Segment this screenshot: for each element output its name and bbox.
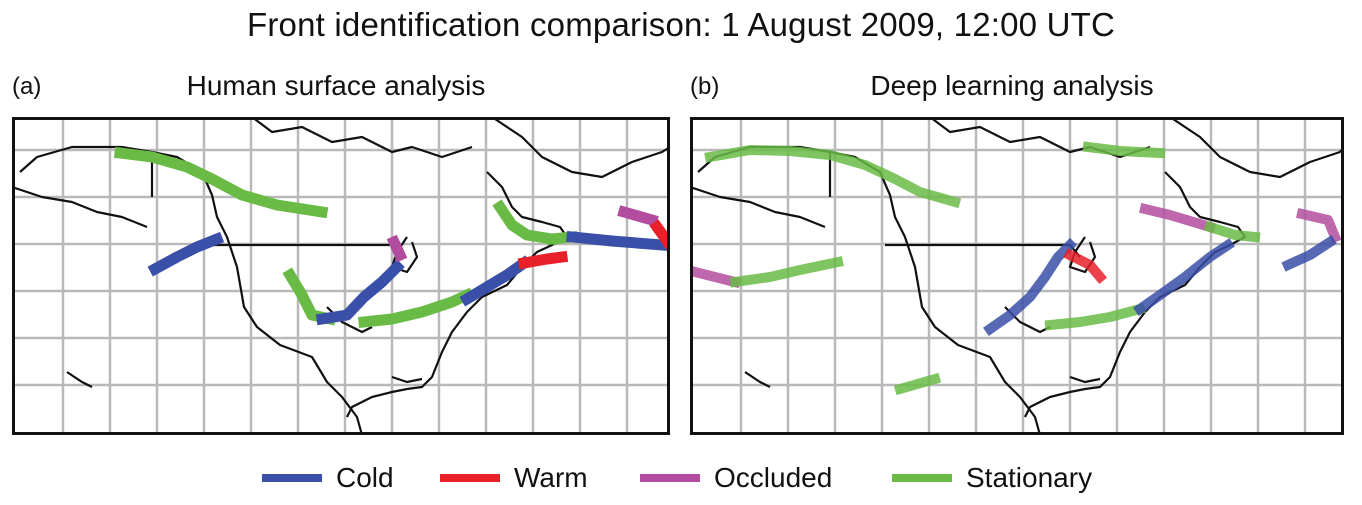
warm-front [1063, 248, 1108, 285]
legend-swatch-cold [262, 474, 322, 482]
occluded-front [1138, 202, 1217, 234]
occluded-front [690, 265, 742, 289]
legend-label-cold: Cold [336, 462, 394, 493]
legend-item-cold: Cold [262, 456, 394, 500]
stationary-front [704, 145, 962, 209]
map-frame [12, 117, 670, 435]
fronts-layer [113, 146, 670, 329]
cold-front [1281, 235, 1337, 272]
cold-front [147, 231, 225, 277]
map-panel-deep-learning-analysis [690, 117, 1344, 435]
stationary-front [282, 267, 337, 326]
occluded-front [1296, 208, 1342, 244]
stationary-front [893, 372, 942, 396]
warm-front [517, 250, 569, 270]
legend-label-occluded: Occluded [714, 462, 833, 493]
stationary-front [357, 287, 475, 329]
panel-b-title: Deep learning analysis [870, 70, 1154, 101]
cold-front [1133, 238, 1235, 316]
stationary-front [1082, 141, 1166, 159]
map-frame [690, 117, 1344, 435]
cold-front [459, 255, 532, 307]
stationary-front [1203, 220, 1261, 243]
cold-front [983, 237, 1078, 336]
legend-item-warm: Warm [440, 456, 588, 500]
figure-title: Front identification comparison: 1 Augus… [246, 6, 1116, 43]
stationary-front [492, 199, 559, 246]
legend-item-occluded: Occluded [640, 456, 832, 500]
cold-front [315, 259, 405, 326]
panel-a-letter: (a) [12, 73, 42, 100]
stationary-front [729, 256, 844, 288]
legend: Cold Warm Occluded Stationary [0, 456, 1362, 500]
legend-swatch-occluded [640, 474, 700, 482]
occluded-front [617, 205, 659, 227]
fronts-layer [690, 141, 1342, 396]
map-grid [690, 117, 1344, 435]
cold-front [565, 230, 668, 251]
panel-a-title: Human surface analysis [186, 70, 486, 101]
occluded-front [386, 234, 408, 263]
panel-b-letter: (b) [690, 73, 720, 100]
legend-label-stationary: Stationary [966, 462, 1093, 493]
legend-item-stationary: Stationary [892, 456, 1092, 500]
legend-swatch-warm [440, 474, 500, 482]
stationary-front [113, 146, 329, 219]
map-panel-human-analysis [12, 117, 670, 435]
map-grid [12, 117, 670, 435]
stationary-front [1044, 302, 1147, 331]
legend-label-warm: Warm [514, 462, 588, 493]
legend-swatch-stationary [892, 474, 952, 482]
